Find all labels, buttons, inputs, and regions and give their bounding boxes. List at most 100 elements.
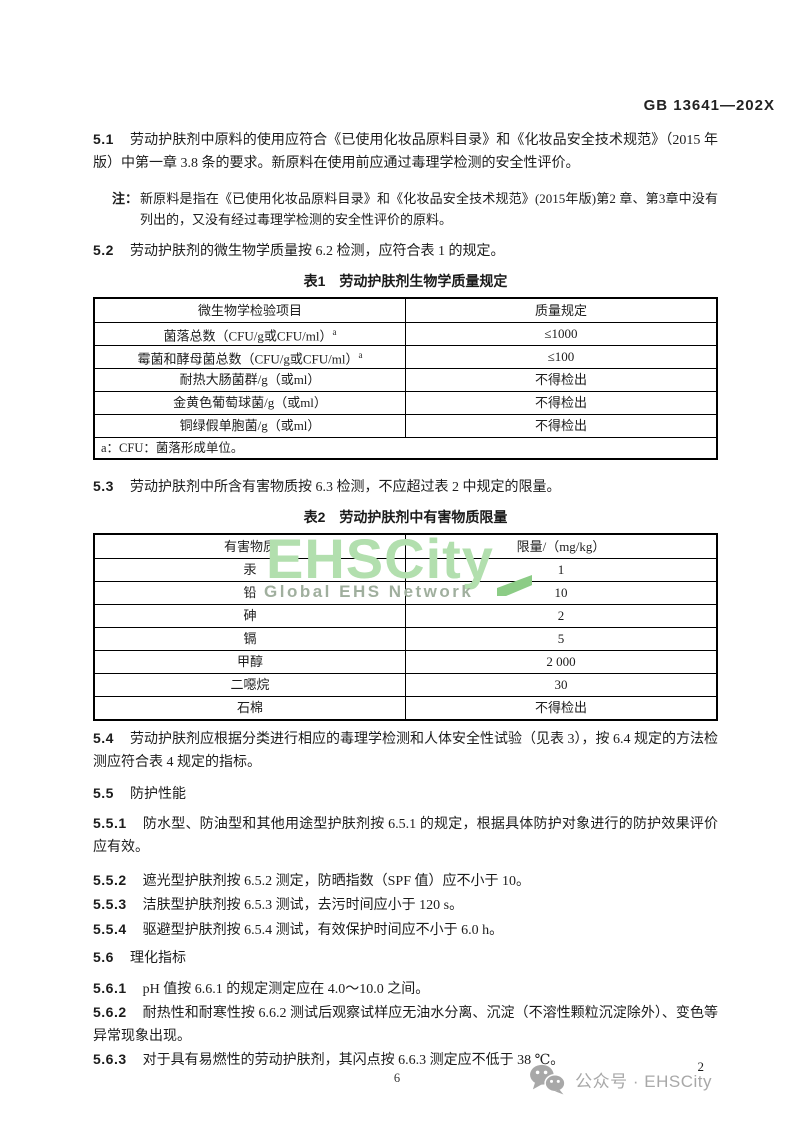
clause-number: 5.1 bbox=[93, 131, 114, 147]
table-row: 铜绿假单胞菌/g（或ml） 不得检出 bbox=[93, 414, 718, 438]
clause-number: 5.5.3 bbox=[93, 896, 127, 912]
clause-5-3: 5.3 劳动护肤剂中所含有害物质按 6.3 检测，不应超过表 2 中规定的限量。 bbox=[93, 475, 718, 499]
item-cell: 砷 bbox=[93, 604, 406, 628]
clause-5-5-3: 5.5.3 洁肤型护肤剂按 6.5.3 测试，去污时间应小于 120 s。 bbox=[93, 893, 718, 917]
table-header-row: 微生物学检验项目 质量规定 bbox=[93, 297, 718, 323]
footnote-marker: a bbox=[358, 349, 363, 360]
wechat-account-footer: 公众号 · EHSCity bbox=[528, 1063, 712, 1095]
page-number: 6 bbox=[393, 1071, 401, 1085]
value-cell: 2 000 bbox=[405, 650, 718, 674]
clause-text: 理化指标 bbox=[129, 949, 186, 965]
item-cell: 霉菌和酵母菌总数（CFU/g或CFU/ml）a bbox=[93, 345, 406, 369]
clause-number: 5.5.1 bbox=[93, 815, 127, 831]
clause-5-6-2: 5.6.2 耐热性和耐寒性按 6.6.2 测试后观察试样应无油水分离、沉淀（不溶性… bbox=[93, 1001, 718, 1048]
wechat-icon bbox=[528, 1063, 566, 1095]
clause-5-6-heading: 5.6 理化指标 bbox=[93, 946, 718, 970]
table-row: 菌落总数（CFU/g或CFU/ml）a ≤1000 bbox=[93, 322, 718, 346]
value-cell: 2 bbox=[405, 604, 718, 628]
column-header: 有害物质 bbox=[93, 533, 406, 559]
value-cell: 不得检出 bbox=[405, 414, 718, 438]
table-row: 耐热大肠菌群/g（或ml） 不得检出 bbox=[93, 368, 718, 392]
value-cell: 5 bbox=[405, 627, 718, 651]
clause-number: 5.6 bbox=[93, 949, 114, 965]
value-cell: 30 bbox=[405, 673, 718, 697]
footnote-marker: a bbox=[332, 326, 337, 337]
table-row: 石棉 不得检出 bbox=[93, 696, 718, 721]
clause-number: 5.6.1 bbox=[93, 980, 127, 996]
content-page-number: 2 bbox=[697, 1059, 705, 1074]
column-header: 质量规定 bbox=[405, 297, 718, 323]
clause-text: 对于具有易燃性的劳动护肤剂，其闪点按 6.6.3 测定应不低于 38 ℃。 bbox=[142, 1053, 565, 1068]
note-label: 注： bbox=[112, 191, 139, 206]
clause-number: 5.5.4 bbox=[93, 921, 127, 937]
clause-number: 5.5 bbox=[93, 785, 114, 801]
table-row: 甲醇 2 000 bbox=[93, 650, 718, 674]
value-cell: 不得检出 bbox=[405, 391, 718, 415]
clause-5-6-1: 5.6.1 pH 值按 6.6.1 的规定测定应在 4.0～10.0 之间。 bbox=[93, 977, 718, 1001]
table-row: 汞 1 bbox=[93, 558, 718, 582]
clause-text: 耐热性和耐寒性按 6.6.2 测试后观察试样应无油水分离、沉淀（不溶性颗粒沉淀除… bbox=[93, 1006, 718, 1044]
clause-number: 5.5.2 bbox=[93, 872, 127, 888]
item-cell: 铜绿假单胞菌/g（或ml） bbox=[93, 414, 406, 438]
clause-number: 5.6.2 bbox=[93, 1004, 127, 1020]
column-header: 限量/（mg/kg） bbox=[405, 533, 718, 559]
column-header: 微生物学检验项目 bbox=[93, 297, 406, 323]
clause-5-5-1: 5.5.1 防水型、防油型和其他用途型护肤剂按 6.5.1 的规定，根据具体防护对… bbox=[93, 812, 718, 859]
value-cell: ≤1000 bbox=[405, 322, 718, 346]
value-cell: 不得检出 bbox=[405, 368, 718, 392]
clause-text: pH 值按 6.6.1 的规定测定应在 4.0～10.0 之间。 bbox=[142, 982, 430, 997]
clause-text: 防护性能 bbox=[129, 785, 186, 801]
clause-5-2: 5.2 劳动护肤剂的微生物学质量按 6.2 检测，应符合表 1 的规定。 bbox=[93, 239, 718, 263]
clause-5-5-4: 5.5.4 驱避型护肤剂按 6.5.4 测试，有效保护时间应不小于 6.0 h。 bbox=[93, 918, 718, 942]
clause-text: 防水型、防油型和其他用途型护肤剂按 6.5.1 的规定，根据具体防护对象进行的防… bbox=[93, 817, 718, 855]
value-cell: 10 bbox=[405, 581, 718, 605]
table-footnote-row: a：CFU：菌落形成单位。 bbox=[93, 437, 718, 460]
item-cell: 耐热大肠菌群/g（或ml） bbox=[93, 368, 406, 392]
clause-text: 劳动护肤剂中原料的使用应符合《已使用化妆品原料目录》和《化妆品安全技术规范》（2… bbox=[93, 133, 718, 171]
standard-number: GB 13641—202X bbox=[643, 97, 775, 114]
item-cell: 金黄色葡萄球菌/g（或ml） bbox=[93, 391, 406, 415]
note-text: 新原料是指在《已使用化妆品原料目录》和《化妆品安全技术规范》(2015年版)第2… bbox=[140, 191, 718, 227]
clause-text: 劳动护肤剂应根据分类进行相应的毒理学检测和人体安全性试验（见表 3），按 6.4… bbox=[93, 732, 718, 770]
item-cell: 菌落总数（CFU/g或CFU/ml）a bbox=[93, 322, 406, 346]
value-cell: ≤100 bbox=[405, 345, 718, 369]
table-row: 霉菌和酵母菌总数（CFU/g或CFU/ml）a ≤100 bbox=[93, 345, 718, 369]
table-row: 金黄色葡萄球菌/g（或ml） 不得检出 bbox=[93, 391, 718, 415]
item-cell: 镉 bbox=[93, 627, 406, 651]
table-row: 二噁烷 30 bbox=[93, 673, 718, 697]
clause-text: 洁肤型护肤剂按 6.5.3 测试，去污时间应小于 120 s。 bbox=[142, 898, 464, 913]
clause-text: 劳动护肤剂中所含有害物质按 6.3 检测，不应超过表 2 中规定的限量。 bbox=[129, 480, 561, 495]
clause-number: 5.3 bbox=[93, 478, 114, 494]
item-cell: 石棉 bbox=[93, 696, 406, 721]
clause-5-5-heading: 5.5 防护性能 bbox=[93, 782, 718, 806]
clause-number: 5.4 bbox=[93, 730, 114, 746]
clause-5-1: 5.1 劳动护肤剂中原料的使用应符合《已使用化妆品原料目录》和《化妆品安全技术规范… bbox=[93, 128, 718, 175]
value-cell: 1 bbox=[405, 558, 718, 582]
item-cell: 二噁烷 bbox=[93, 673, 406, 697]
table-header-row: 有害物质 限量/（mg/kg） bbox=[93, 533, 718, 559]
clause-number: 5.2 bbox=[93, 242, 114, 258]
value-cell: 不得检出 bbox=[405, 696, 718, 721]
table-footnote: a：CFU：菌落形成单位。 bbox=[93, 437, 718, 460]
clause-5-5-2: 5.5.2 遮光型护肤剂按 6.5.2 测定，防晒指数（SPF 值）应不小于 10… bbox=[93, 869, 718, 893]
clause-text: 劳动护肤剂的微生物学质量按 6.2 检测，应符合表 1 的规定。 bbox=[129, 244, 505, 259]
note-block: 注： 新原料是指在《已使用化妆品原料目录》和《化妆品安全技术规范》(2015年版)… bbox=[93, 188, 718, 230]
table2-hazardous-substance-limits: 有害物质 限量/（mg/kg） 汞 1 铅 10 砷 2 镉 5 bbox=[93, 533, 718, 721]
clause-5-6-3: 5.6.3 对于具有易燃性的劳动护肤剂，其闪点按 6.6.3 测定应不低于 38 … bbox=[93, 1048, 718, 1072]
table1-title: 表1 劳动护肤剂生物学质量规定 bbox=[303, 273, 508, 289]
wechat-account-label: 公众号 · EHSCity bbox=[575, 1071, 712, 1091]
clause-number: 5.6.3 bbox=[93, 1051, 127, 1067]
clause-5-4: 5.4 劳动护肤剂应根据分类进行相应的毒理学检测和人体安全性试验（见表 3），按 … bbox=[93, 727, 718, 774]
table2-title: 表2 劳动护肤剂中有害物质限量 bbox=[303, 509, 508, 525]
clause-text: 驱避型护肤剂按 6.5.4 测试，有效保护时间应不小于 6.0 h。 bbox=[142, 923, 504, 938]
item-cell: 甲醇 bbox=[93, 650, 406, 674]
table-row: 铅 10 bbox=[93, 581, 718, 605]
table1-microbiological-quality: 微生物学检验项目 质量规定 菌落总数（CFU/g或CFU/ml）a ≤1000 … bbox=[93, 297, 718, 460]
table-row: 镉 5 bbox=[93, 627, 718, 651]
item-cell: 铅 bbox=[93, 581, 406, 605]
table-row: 砷 2 bbox=[93, 604, 718, 628]
item-cell: 汞 bbox=[93, 558, 406, 582]
page-content: 5.1 劳动护肤剂中原料的使用应符合《已使用化妆品原料目录》和《化妆品安全技术规范… bbox=[93, 128, 718, 1075]
clause-text: 遮光型护肤剂按 6.5.2 测定，防晒指数（SPF 值）应不小于 10。 bbox=[142, 874, 530, 889]
